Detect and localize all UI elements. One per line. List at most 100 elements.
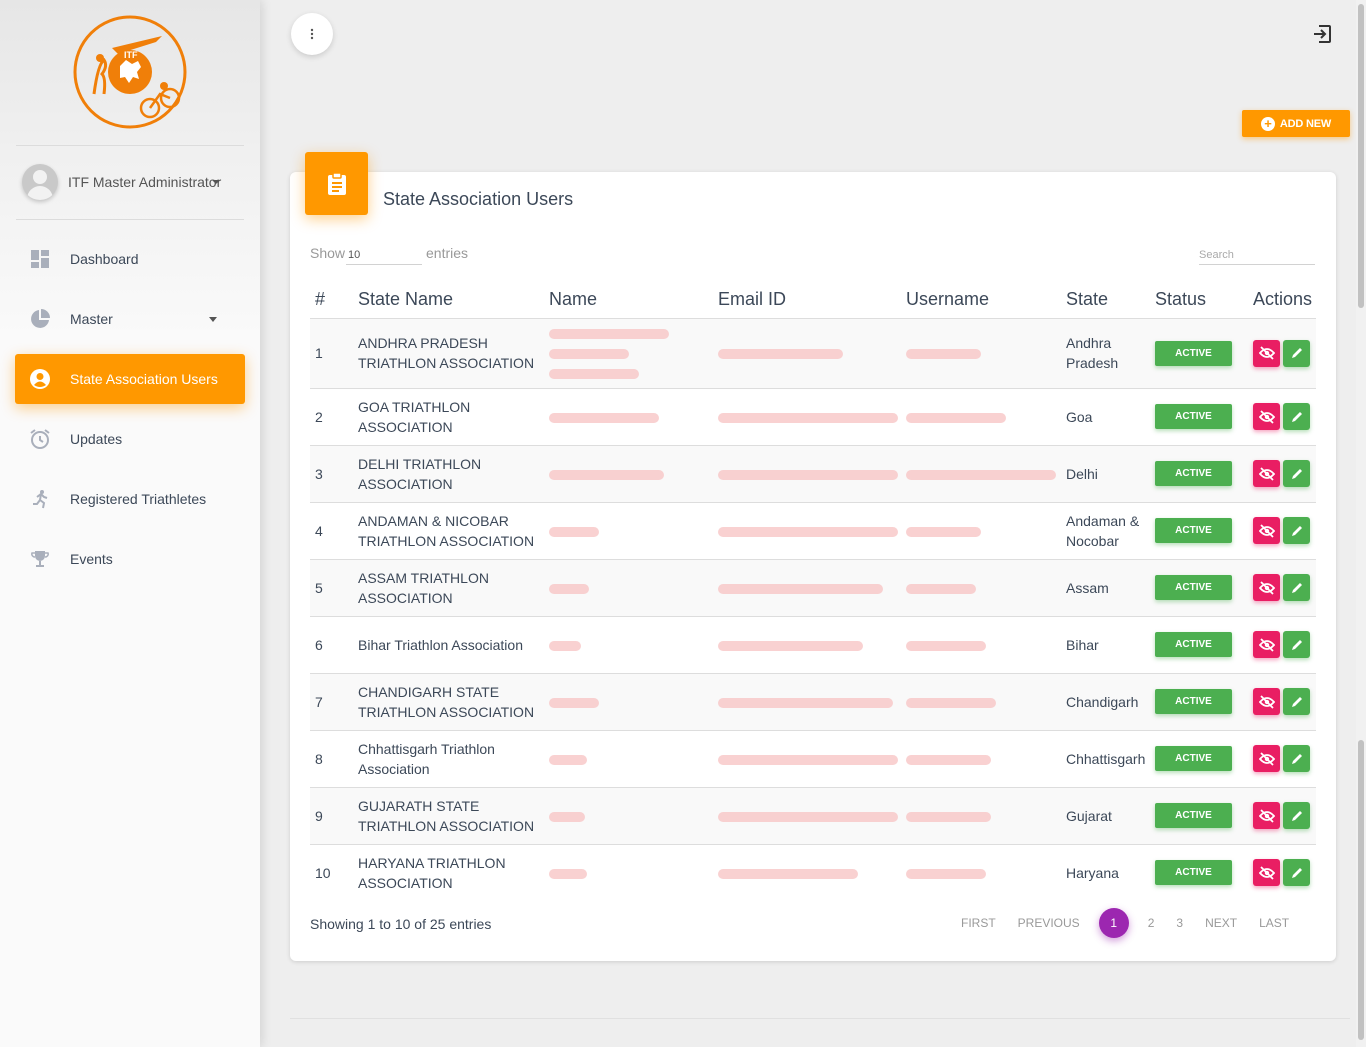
- page-last[interactable]: LAST: [1259, 916, 1290, 930]
- state-name-cell: ASSAM TRIATHLON ASSOCIATION: [353, 558, 544, 616]
- pencil-icon: [1291, 468, 1302, 479]
- column-header-actions[interactable]: Actions: [1253, 289, 1313, 310]
- edit-button[interactable]: [1283, 688, 1310, 715]
- status-badge[interactable]: ACTIVE: [1155, 746, 1232, 771]
- entries-per-page-select[interactable]: 10: [346, 247, 422, 265]
- actions-cell: [1248, 558, 1316, 616]
- name-cell-redacted: [544, 672, 713, 730]
- state-cell: Assam: [1061, 558, 1150, 616]
- page-3[interactable]: 3: [1176, 916, 1184, 930]
- eye-off-icon: [1258, 866, 1275, 880]
- row-number: 3: [310, 444, 353, 502]
- row-number: 10: [310, 843, 353, 901]
- clipboard-icon: [327, 171, 346, 195]
- hide-button[interactable]: [1253, 460, 1280, 487]
- hide-button[interactable]: [1253, 688, 1280, 715]
- state-cell: Andhra Pradesh: [1061, 317, 1150, 388]
- card-header-icon: [305, 152, 368, 215]
- row-number: 6: [310, 615, 353, 673]
- edit-button[interactable]: [1283, 403, 1310, 430]
- column-header-name[interactable]: Name: [549, 289, 598, 310]
- eye-off-icon: [1258, 694, 1275, 709]
- hide-button[interactable]: [1253, 802, 1280, 829]
- sidebar-item-state-association-users[interactable]: State Association Users: [15, 354, 245, 404]
- edit-button[interactable]: [1283, 574, 1310, 601]
- status-badge[interactable]: ACTIVE: [1155, 575, 1232, 600]
- pencil-icon: [1291, 348, 1302, 358]
- page-first[interactable]: FIRST: [961, 916, 996, 930]
- account-circle-icon: [29, 368, 51, 390]
- scrollbar-thumb-secondary[interactable]: [1358, 740, 1364, 1040]
- edit-button[interactable]: [1283, 745, 1310, 772]
- edit-button[interactable]: [1283, 517, 1310, 544]
- username-cell-redacted: [901, 615, 1061, 673]
- vertical-scrollbar[interactable]: [1356, 0, 1366, 1047]
- table-row: 8 Chhattisgarh Triathlon Association Chh…: [310, 729, 1316, 787]
- hide-button[interactable]: [1253, 339, 1280, 367]
- page-next[interactable]: NEXT: [1205, 916, 1238, 930]
- state-cell: Chandigarh: [1061, 672, 1150, 730]
- sidebar-item-label: State Association Users: [70, 371, 218, 387]
- more-options-button[interactable]: [291, 13, 333, 55]
- column-header-username[interactable]: Username: [906, 289, 990, 310]
- eye-off-icon: [1258, 409, 1275, 424]
- edit-button[interactable]: [1283, 460, 1310, 487]
- status-badge[interactable]: ACTIVE: [1155, 461, 1232, 486]
- column-header-number[interactable]: #: [315, 289, 326, 310]
- scrollbar-thumb[interactable]: [1358, 4, 1364, 308]
- actions-cell: [1248, 317, 1316, 388]
- status-badge[interactable]: ACTIVE: [1155, 632, 1232, 657]
- itf-logo[interactable]: ITF: [72, 14, 188, 130]
- hide-button[interactable]: [1253, 631, 1280, 658]
- eye-off-icon: [1258, 523, 1275, 538]
- status-badge[interactable]: ACTIVE: [1155, 340, 1232, 366]
- hide-button[interactable]: [1253, 403, 1280, 430]
- edit-button[interactable]: [1283, 802, 1310, 829]
- entries-label: entries: [426, 245, 469, 261]
- column-header-email[interactable]: Email ID: [718, 289, 787, 310]
- status-badge[interactable]: ACTIVE: [1155, 803, 1232, 828]
- actions-cell: [1248, 615, 1316, 673]
- status-cell: ACTIVE: [1150, 558, 1248, 616]
- sidebar-item-registered-triathletes[interactable]: Registered Triathletes: [15, 474, 245, 524]
- status-badge[interactable]: ACTIVE: [1155, 860, 1232, 886]
- status-badge[interactable]: ACTIVE: [1155, 518, 1232, 543]
- status-badge[interactable]: ACTIVE: [1155, 404, 1232, 429]
- pie-chart-icon: [29, 308, 51, 330]
- hide-button[interactable]: [1253, 859, 1280, 887]
- state-name-cell: GOA TRIATHLON ASSOCIATION: [353, 387, 544, 445]
- column-header-state-name[interactable]: State Name: [358, 289, 454, 310]
- column-header-state[interactable]: State: [1066, 289, 1109, 310]
- sidebar-item-master[interactable]: Master: [15, 294, 245, 344]
- user-menu[interactable]: ITF Master Administrator: [22, 164, 250, 200]
- column-header-status[interactable]: Status: [1155, 289, 1207, 310]
- name-cell-redacted: [544, 501, 713, 559]
- add-new-button[interactable]: + ADD NEW: [1242, 110, 1350, 137]
- sidebar-item-dashboard[interactable]: Dashboard: [15, 234, 245, 284]
- table-row: 1 ANDHRA PRADESH TRIATHLON ASSOCIATION A…: [310, 317, 1316, 388]
- sidebar: ITF ITF Master Administrator Dashboard M…: [0, 0, 260, 1047]
- username-cell-redacted: [901, 843, 1061, 901]
- name-cell-redacted: [544, 729, 713, 787]
- search-input[interactable]: [1199, 246, 1315, 265]
- username-cell-redacted: [901, 501, 1061, 559]
- edit-button[interactable]: [1283, 859, 1310, 887]
- page-1[interactable]: 1: [1098, 908, 1129, 938]
- page-title: State Association Users: [383, 189, 574, 209]
- hide-button[interactable]: [1253, 517, 1280, 544]
- sidebar-item-events[interactable]: Events: [15, 534, 245, 584]
- edit-button[interactable]: [1283, 631, 1310, 658]
- logout-button[interactable]: [1311, 23, 1335, 47]
- email-cell-redacted: [713, 843, 901, 901]
- page-2[interactable]: 2: [1147, 916, 1155, 930]
- status-badge[interactable]: ACTIVE: [1155, 689, 1232, 714]
- name-cell-redacted: [544, 317, 713, 388]
- sidebar-item-updates[interactable]: Updates: [15, 414, 245, 464]
- caret-down-icon: [209, 317, 217, 322]
- table-row: 9 GUJARATH STATE TRIATHLON ASSOCIATION G…: [310, 786, 1316, 844]
- edit-button[interactable]: [1283, 339, 1310, 367]
- name-cell-redacted: [544, 843, 713, 901]
- page-previous[interactable]: PREVIOUS: [1017, 916, 1080, 930]
- hide-button[interactable]: [1253, 745, 1280, 772]
- hide-button[interactable]: [1253, 574, 1280, 601]
